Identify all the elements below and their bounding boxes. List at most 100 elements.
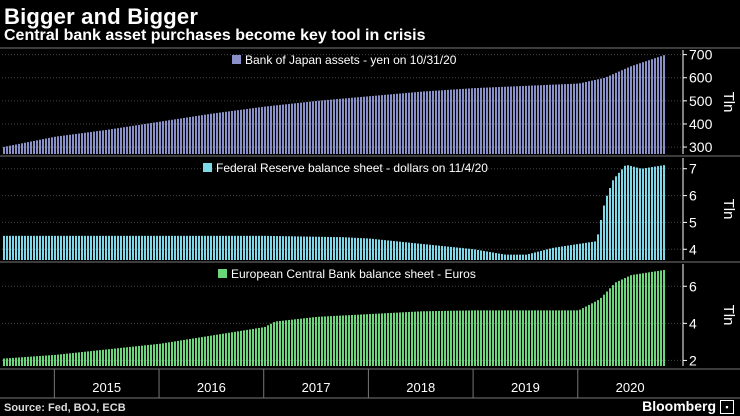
bar: [582, 243, 584, 260]
bar: [450, 310, 452, 366]
bar: [438, 310, 440, 366]
legend-swatch: [203, 163, 212, 172]
bar: [75, 352, 77, 366]
x-tick-label: 2020: [616, 380, 645, 395]
bar: [327, 316, 329, 366]
bar: [579, 243, 581, 260]
bar: [153, 235, 155, 260]
bar: [222, 333, 224, 366]
bar: [81, 235, 83, 260]
bar: [57, 235, 59, 260]
x-tick-label: 2015: [92, 380, 121, 395]
bar: [504, 254, 506, 260]
bar: [543, 310, 545, 366]
bar: [639, 273, 641, 366]
bar: [393, 94, 395, 154]
bar: [156, 122, 158, 154]
bar: [657, 57, 659, 154]
bar: [90, 235, 92, 260]
bar: [69, 235, 71, 260]
bar: [597, 234, 599, 260]
bar: [432, 311, 434, 366]
bar: [18, 143, 20, 154]
bar: [315, 236, 317, 260]
bar: [423, 244, 425, 260]
bar: [288, 319, 290, 366]
bar: [480, 250, 482, 260]
bar: [42, 355, 44, 366]
chart-subtitle: Central bank asset purchases become key …: [4, 27, 426, 44]
bar: [609, 288, 611, 366]
bar: [501, 310, 503, 366]
bar: [42, 139, 44, 154]
bar: [66, 235, 68, 260]
bar: [513, 86, 515, 154]
bar: [534, 310, 536, 366]
bar: [288, 236, 290, 260]
bar: [120, 235, 122, 260]
bar: [558, 246, 560, 260]
bar: [633, 274, 635, 366]
bar: [222, 112, 224, 154]
bar: [291, 236, 293, 260]
bar: [534, 85, 536, 154]
bar: [165, 120, 167, 154]
bar: [153, 122, 155, 154]
bar: [345, 315, 347, 366]
bar: [456, 89, 458, 154]
bar: [642, 273, 644, 366]
bar: [591, 80, 593, 154]
bar: [429, 311, 431, 366]
bar: [549, 84, 551, 154]
bar: [273, 322, 275, 366]
bar: [99, 235, 101, 260]
bar: [45, 235, 47, 260]
bar: [597, 79, 599, 154]
bar: [552, 247, 554, 260]
bar: [561, 310, 563, 366]
bar: [450, 89, 452, 154]
bar: [60, 135, 62, 154]
bar: [243, 235, 245, 260]
bar: [93, 131, 95, 154]
bar: [603, 294, 605, 366]
bar: [426, 91, 428, 154]
bar: [402, 312, 404, 366]
bar: [420, 91, 422, 154]
bar: [405, 242, 407, 260]
bar: [447, 310, 449, 366]
bar: [357, 97, 359, 154]
bar: [366, 314, 368, 366]
bar: [195, 338, 197, 366]
bar: [384, 240, 386, 260]
bar: [339, 315, 341, 366]
bar: [519, 310, 521, 366]
bar: [543, 250, 545, 260]
bar: [597, 300, 599, 366]
bar: [384, 94, 386, 154]
source-note: Source: Fed, BOJ, ECB: [4, 402, 126, 414]
bar: [219, 334, 221, 366]
bar: [483, 250, 485, 260]
bar: [417, 243, 419, 260]
bar: [186, 339, 188, 366]
bar: [180, 340, 182, 366]
bar: [198, 115, 200, 154]
bar: [630, 166, 632, 260]
bar: [354, 237, 356, 260]
bar: [435, 245, 437, 260]
bar: [567, 310, 569, 366]
bar: [378, 239, 380, 260]
bar: [294, 319, 296, 366]
bar: [432, 245, 434, 260]
bar: [87, 351, 89, 366]
bar: [624, 278, 626, 366]
bar: [651, 271, 653, 366]
bar: [183, 235, 185, 260]
bar: [120, 127, 122, 154]
bar: [504, 310, 506, 366]
bar: [72, 352, 74, 366]
bar: [141, 235, 143, 260]
bar: [348, 315, 350, 366]
bar: [90, 351, 92, 366]
